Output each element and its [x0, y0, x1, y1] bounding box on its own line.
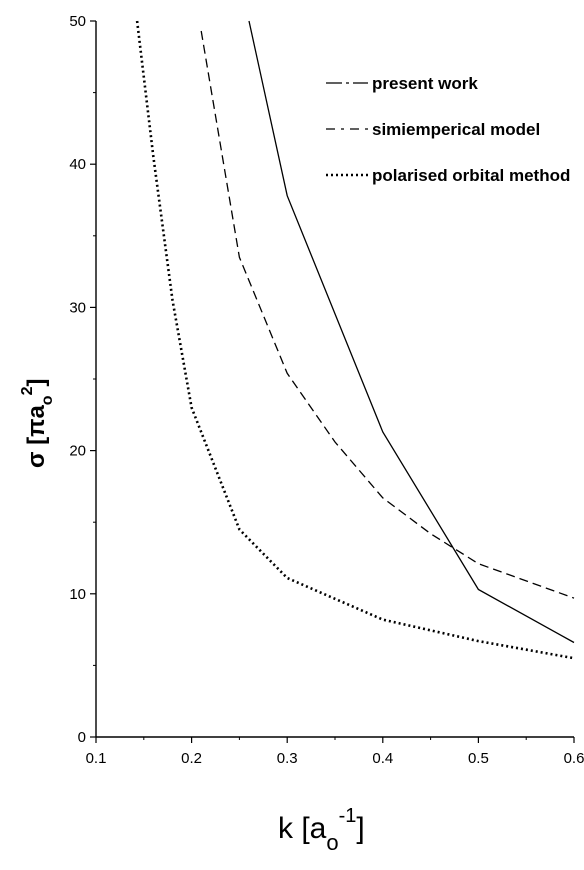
legend: present work simiemperical model polarised… [326, 74, 570, 185]
series-group [135, 20, 575, 660]
x-tick-label: 0.4 [372, 750, 393, 767]
y-tick-label: 0 [78, 729, 86, 746]
legend-label: polarised orbital method [372, 166, 570, 185]
y-tick-label: 40 [69, 156, 86, 173]
y-tick-label: 30 [69, 299, 86, 316]
y-axis-label-close: ] [23, 379, 50, 387]
ticks: 0.1 0.2 0.3 0.4 0.5 0.6 0 10 20 30 40 50 [69, 13, 584, 767]
legend-label: simiemperical model [372, 120, 540, 139]
x-tick-label: 0.2 [181, 750, 202, 767]
legend-label: present work [372, 74, 478, 93]
x-axis-label-sub: o [326, 830, 338, 855]
x-axis-label-close: ] [356, 812, 364, 845]
y-tick-label: 20 [69, 443, 86, 460]
y-axis-label-sup: 2 [19, 386, 36, 395]
y-tick-label: 50 [69, 13, 86, 30]
y-tick-label: 10 [69, 586, 86, 603]
series-line-dashed [200, 30, 575, 599]
x-tick-label: 0.1 [86, 750, 107, 767]
series-line-solid [248, 20, 575, 644]
x-tick-label: 0.3 [277, 750, 298, 767]
x-tick-label: 0.6 [564, 750, 584, 767]
y-axis-label-sub: o [39, 395, 56, 405]
series-line-dotted [135, 20, 575, 660]
axis-labels: k [ao-1]σ [πao2] [19, 379, 365, 856]
x-axis-label-main: k [a [278, 812, 327, 845]
y-axis-label-main: σ [πa [23, 405, 50, 468]
x-tick-label: 0.5 [468, 750, 489, 767]
x-axis-label-sup: -1 [339, 805, 357, 827]
x-axis-label: k [ao-1] [278, 805, 365, 855]
y-axis-label: σ [πao2] [19, 379, 56, 469]
